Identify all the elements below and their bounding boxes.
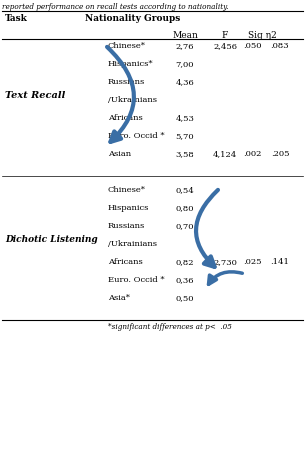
Text: 2,730: 2,730 (213, 258, 237, 266)
Text: /Ukrainians: /Ukrainians (108, 96, 157, 104)
Text: Mean: Mean (172, 31, 198, 40)
Text: Task: Task (5, 14, 28, 23)
Text: 0,82: 0,82 (176, 258, 194, 266)
Text: .025: .025 (243, 258, 261, 266)
Text: .205: .205 (271, 150, 289, 158)
Text: reported performance on recall tests according to nationality.: reported performance on recall tests acc… (2, 3, 228, 11)
Text: 7,00: 7,00 (176, 60, 194, 68)
Text: .141: .141 (271, 258, 289, 266)
Text: 3,58: 3,58 (176, 150, 194, 158)
Text: 4,124: 4,124 (213, 150, 237, 158)
Text: Africans: Africans (108, 258, 143, 266)
Text: .050: .050 (243, 42, 261, 50)
Text: Euro. Occid *: Euro. Occid * (108, 276, 165, 284)
Text: Russians: Russians (108, 78, 145, 86)
Text: 2,456: 2,456 (213, 42, 237, 50)
Text: 2,76: 2,76 (176, 42, 194, 50)
Text: Russians: Russians (108, 222, 145, 230)
Text: Euro. Occid *: Euro. Occid * (108, 132, 165, 140)
Text: Asia*: Asia* (108, 294, 130, 302)
Text: 0,70: 0,70 (176, 222, 194, 230)
Text: Dichotic Listening: Dichotic Listening (5, 236, 98, 244)
Text: 0,54: 0,54 (176, 186, 194, 194)
Text: Chinese*: Chinese* (108, 42, 146, 50)
Text: .083: .083 (271, 42, 289, 50)
Text: 0,36: 0,36 (176, 276, 194, 284)
Text: Hispanics*: Hispanics* (108, 60, 154, 68)
Text: Africans: Africans (108, 114, 143, 122)
Text: Chinese*: Chinese* (108, 186, 146, 194)
Text: *significant differences at p<  .05: *significant differences at p< .05 (108, 323, 232, 331)
Text: 4,53: 4,53 (176, 114, 195, 122)
Text: F: F (222, 31, 228, 40)
Text: Sig η2: Sig η2 (248, 31, 276, 40)
Text: /Ukrainians: /Ukrainians (108, 240, 157, 248)
Text: Nationality Groups: Nationality Groups (85, 14, 180, 23)
Text: Hispanics: Hispanics (108, 204, 149, 212)
Text: 0,80: 0,80 (176, 204, 194, 212)
Text: 4,36: 4,36 (176, 78, 194, 86)
Text: Text Recall: Text Recall (5, 91, 65, 100)
Text: 0,50: 0,50 (176, 294, 194, 302)
Text: .002: .002 (243, 150, 261, 158)
Text: Asian: Asian (108, 150, 131, 158)
Text: 5,70: 5,70 (176, 132, 194, 140)
